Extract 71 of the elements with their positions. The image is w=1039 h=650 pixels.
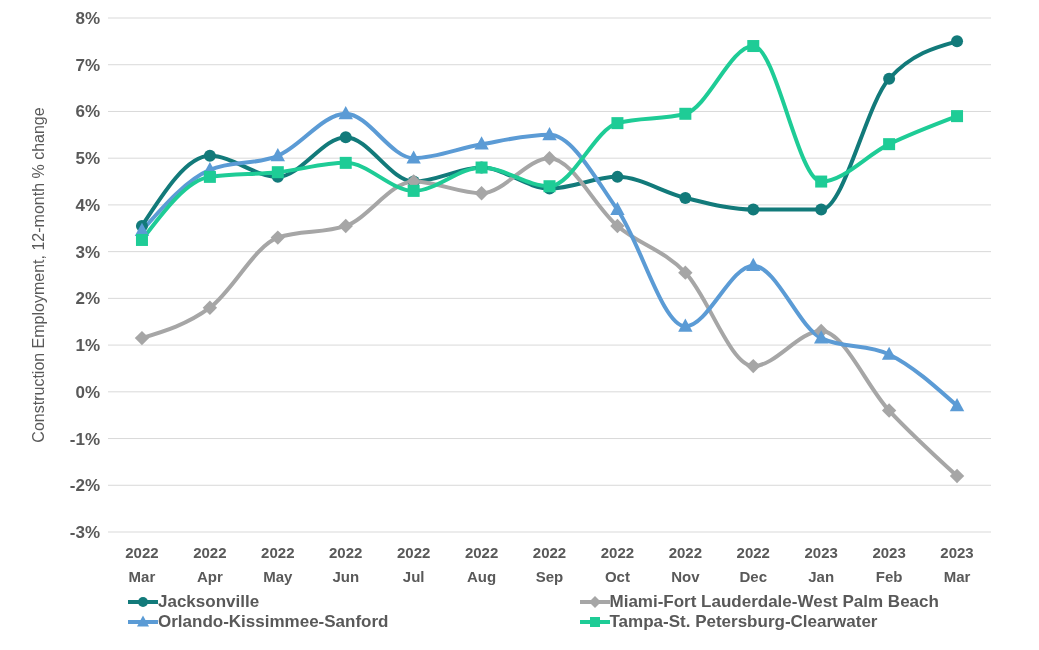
x-tick-label: 2022 Apr — [193, 544, 227, 585]
point — [815, 203, 828, 216]
point — [883, 72, 896, 85]
point — [815, 175, 828, 188]
point — [949, 468, 965, 484]
point — [270, 148, 286, 162]
point — [474, 136, 489, 150]
point — [881, 403, 897, 418]
legend-label: Miami-Fort Lauderdale-West Palm Beach — [609, 592, 939, 612]
point — [747, 40, 760, 53]
point — [338, 218, 353, 234]
point — [271, 166, 284, 179]
point — [270, 230, 286, 245]
point — [542, 127, 557, 141]
point — [883, 138, 896, 151]
point — [881, 346, 897, 360]
point — [610, 218, 625, 234]
y-tick-label: -3% — [69, 523, 100, 543]
y-tick-label: 2% — [75, 289, 100, 309]
point — [746, 358, 761, 374]
x-tick-label: 2023 Jan — [804, 544, 838, 585]
y-tick-label: 0% — [75, 382, 100, 402]
point — [679, 107, 692, 120]
point — [135, 233, 148, 246]
y-tick-label: 5% — [75, 149, 100, 169]
point — [951, 35, 964, 48]
point — [338, 105, 353, 120]
legend-label: Orlando-Kissimmee-Sanford — [158, 612, 389, 632]
point — [678, 318, 693, 332]
y-tick-label: 7% — [75, 55, 100, 75]
point — [339, 131, 352, 144]
point — [611, 170, 624, 183]
point — [746, 257, 761, 272]
y-tick-label: 1% — [75, 336, 100, 356]
point — [407, 184, 420, 197]
x-tick-label: 2022 Jul — [396, 544, 431, 585]
y-tick-label: -1% — [69, 429, 100, 449]
point — [406, 150, 421, 164]
point — [611, 117, 624, 130]
x-tick-label: 2022 Oct — [600, 544, 635, 585]
x-tick-label: 2022 Nov — [668, 544, 703, 585]
point — [678, 265, 693, 280]
point — [203, 170, 216, 183]
legend-label: Jacksonville — [158, 592, 260, 612]
x-tick-label: 2022 May — [261, 544, 295, 585]
point — [134, 330, 150, 346]
point — [813, 330, 829, 344]
x-tick-label: 2022 Sep — [532, 544, 567, 585]
x-tick-label: 2022 Mar — [125, 544, 159, 585]
point — [747, 203, 760, 216]
y-axis-title: Construction Employment, 12-month % change — [29, 107, 47, 443]
x-tick-label: 2022 Aug — [464, 544, 499, 585]
point — [949, 398, 965, 412]
point — [474, 186, 489, 201]
point — [679, 191, 692, 204]
point — [339, 156, 352, 169]
x-tick-label: 2022 Dec — [736, 544, 770, 585]
y-tick-label: 8% — [75, 9, 100, 29]
y-tick-label: -2% — [69, 476, 100, 496]
x-tick-label: 2023 Feb — [872, 544, 906, 585]
point — [610, 201, 625, 215]
x-tick-label: 2023 Mar — [940, 544, 974, 585]
y-tick-label: 3% — [75, 242, 100, 262]
point — [203, 149, 216, 162]
point — [542, 150, 557, 166]
x-tick-label: 2022 Jun — [329, 544, 363, 585]
point — [951, 110, 964, 123]
y-tick-label: 6% — [75, 102, 100, 122]
point — [202, 300, 218, 315]
legend-label: Tampa-St. Petersburg-Clearwater — [609, 612, 878, 632]
y-tick-label: 4% — [75, 195, 100, 215]
